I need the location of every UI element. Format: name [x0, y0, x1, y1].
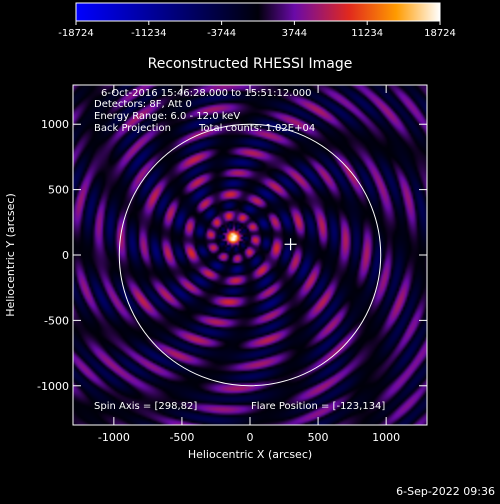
x-tick-label: 500	[308, 431, 329, 444]
y-axis-label: Heliocentric Y (arcsec)	[4, 193, 17, 317]
x-tick-label: 1000	[372, 431, 400, 444]
y-tick-label: 0	[62, 249, 69, 262]
annotation-method: Back Projection	[94, 123, 171, 134]
chart-title: Reconstructed RHESSI Image	[148, 56, 353, 72]
annotation-flare-position: Flare Position = [-123,134]	[251, 401, 385, 412]
heatmap-raster	[73, 85, 427, 425]
x-tick-label: -1000	[98, 431, 130, 444]
x-tick-label: 0	[247, 431, 254, 444]
annotation-spin-axis: Spin Axis = [298,82]	[94, 401, 197, 412]
colorbar	[75, 2, 441, 22]
colorbar-tick-label: 3744	[282, 28, 307, 39]
annotation-detectors: Detectors: 8F, Att 0	[94, 99, 192, 110]
colorbar-tick-label: -3744	[207, 28, 236, 39]
heatmap-image	[73, 85, 427, 425]
annotation-energy: Energy Range: 6.0 - 12.0 keV	[94, 111, 240, 122]
annotation-total-counts: Total counts: 1.02E+04	[198, 123, 315, 134]
colorbar-tick-label: -11234	[131, 28, 166, 39]
y-tick-label: 1000	[41, 118, 69, 131]
y-tick-label: 500	[48, 184, 69, 197]
spin-axis-marker	[284, 238, 297, 251]
annotation-time-range: 6-Oct-2016 15:46:28.000 to 15:51:12.000	[101, 88, 312, 99]
y-tick-label: -500	[44, 314, 69, 327]
colorbar-ticks: -18724 -11234 -3744 3744 11234 18724	[58, 21, 456, 39]
axis-ticks: -1000 -500 0 500 1000 -1000 -500 0 500 1000	[37, 85, 427, 444]
footer-timestamp: 6-Sep-2022 09:36	[396, 485, 495, 498]
colorbar-tick-label: 18724	[424, 28, 456, 39]
x-axis-label: Heliocentric X (arcsec)	[188, 448, 312, 461]
solar-limb	[118, 123, 382, 387]
colorbar-tick-label: 11234	[351, 28, 383, 39]
x-tick-label: -500	[169, 431, 194, 444]
y-tick-label: -1000	[37, 380, 69, 393]
colorbar-tick-label: -18724	[58, 28, 93, 39]
